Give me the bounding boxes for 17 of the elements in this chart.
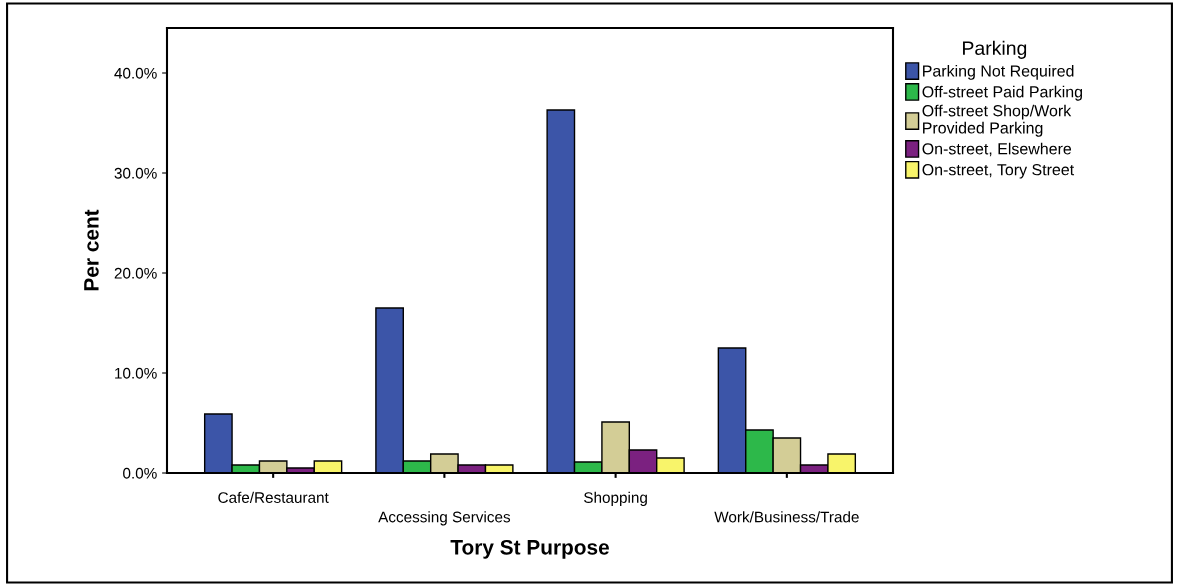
legend-label: On-street, Tory Street (922, 164, 1075, 179)
x-tick-label: Cafe/Restaurant (218, 491, 329, 503)
y-axis-title: Per cent (84, 209, 99, 291)
legend-title: Parking (963, 40, 1027, 59)
y-tick-label: 40.0% (114, 67, 157, 79)
legend-label: Parking Not Required (923, 64, 1074, 80)
x-axis-title: Tory St Purpose (450, 539, 609, 559)
x-tick-label: Work/Business/Trade (714, 511, 859, 523)
legend-label: Off-street Shop/Work Provided Parking (922, 104, 1072, 137)
x-tick-label: Shopping (584, 491, 647, 506)
x-tick-label: Accessing Services (378, 511, 511, 526)
legend-label: Off-street Paid Parking (922, 85, 1082, 101)
y-tick-label: 0.0% (123, 467, 157, 479)
y-tick-label: 30.0% (114, 167, 157, 179)
y-tick-label: 10.0% (115, 367, 157, 379)
legend-label: On-street, Elsewhere (922, 142, 1072, 157)
y-tick-label: 20.0% (114, 267, 157, 279)
